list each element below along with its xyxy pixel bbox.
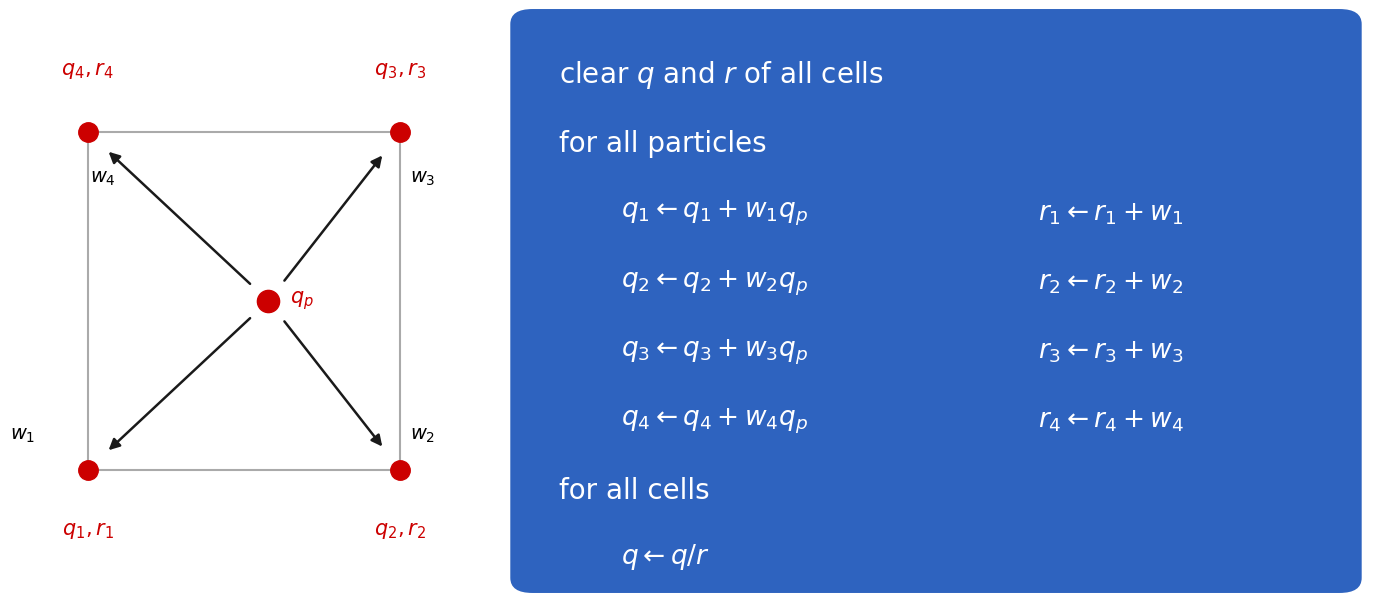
Text: $r_1 \leftarrow r_1 + w_1$: $r_1 \leftarrow r_1 + w_1$ [1038,200,1182,227]
Text: $w_2$: $w_2$ [410,426,436,445]
Text: $q_4, r_4$: $q_4, r_4$ [62,61,114,81]
Text: $r_3 \leftarrow r_3 + w_3$: $r_3 \leftarrow r_3 + w_3$ [1038,339,1184,365]
Text: $q_3, r_3$: $q_3, r_3$ [374,61,426,81]
Text: $q_4 \leftarrow q_4 + w_4 q_p$: $q_4 \leftarrow q_4 + w_4 q_p$ [622,407,808,436]
Text: $q_1 \leftarrow q_1 + w_1 q_p$: $q_1 \leftarrow q_1 + w_1 q_p$ [622,199,808,228]
Text: $q_p$: $q_p$ [290,290,315,312]
FancyBboxPatch shape [510,9,1361,593]
Text: clear $q$ and $r$ of all cells: clear $q$ and $r$ of all cells [560,59,884,92]
Text: $q_1, r_1$: $q_1, r_1$ [62,521,114,541]
Text: $q_3 \leftarrow q_3 + w_3 q_p$: $q_3 \leftarrow q_3 + w_3 q_p$ [622,338,808,367]
Text: $r_4 \leftarrow r_4 + w_4$: $r_4 \leftarrow r_4 + w_4$ [1038,408,1184,435]
Text: $w_1$: $w_1$ [10,426,36,445]
Text: $q_2, r_2$: $q_2, r_2$ [374,521,426,541]
Text: $w_4$: $w_4$ [91,169,116,188]
Text: for all particles: for all particles [560,131,767,158]
Text: for all cells: for all cells [560,477,710,504]
Text: $q_2 \leftarrow q_2 + w_2 q_p$: $q_2 \leftarrow q_2 + w_2 q_p$ [622,268,808,297]
Text: $w_3$: $w_3$ [410,169,436,188]
Text: $r_2 \leftarrow r_2 + w_2$: $r_2 \leftarrow r_2 + w_2$ [1038,270,1182,296]
Text: $q \leftarrow q/r$: $q \leftarrow q/r$ [622,542,710,572]
